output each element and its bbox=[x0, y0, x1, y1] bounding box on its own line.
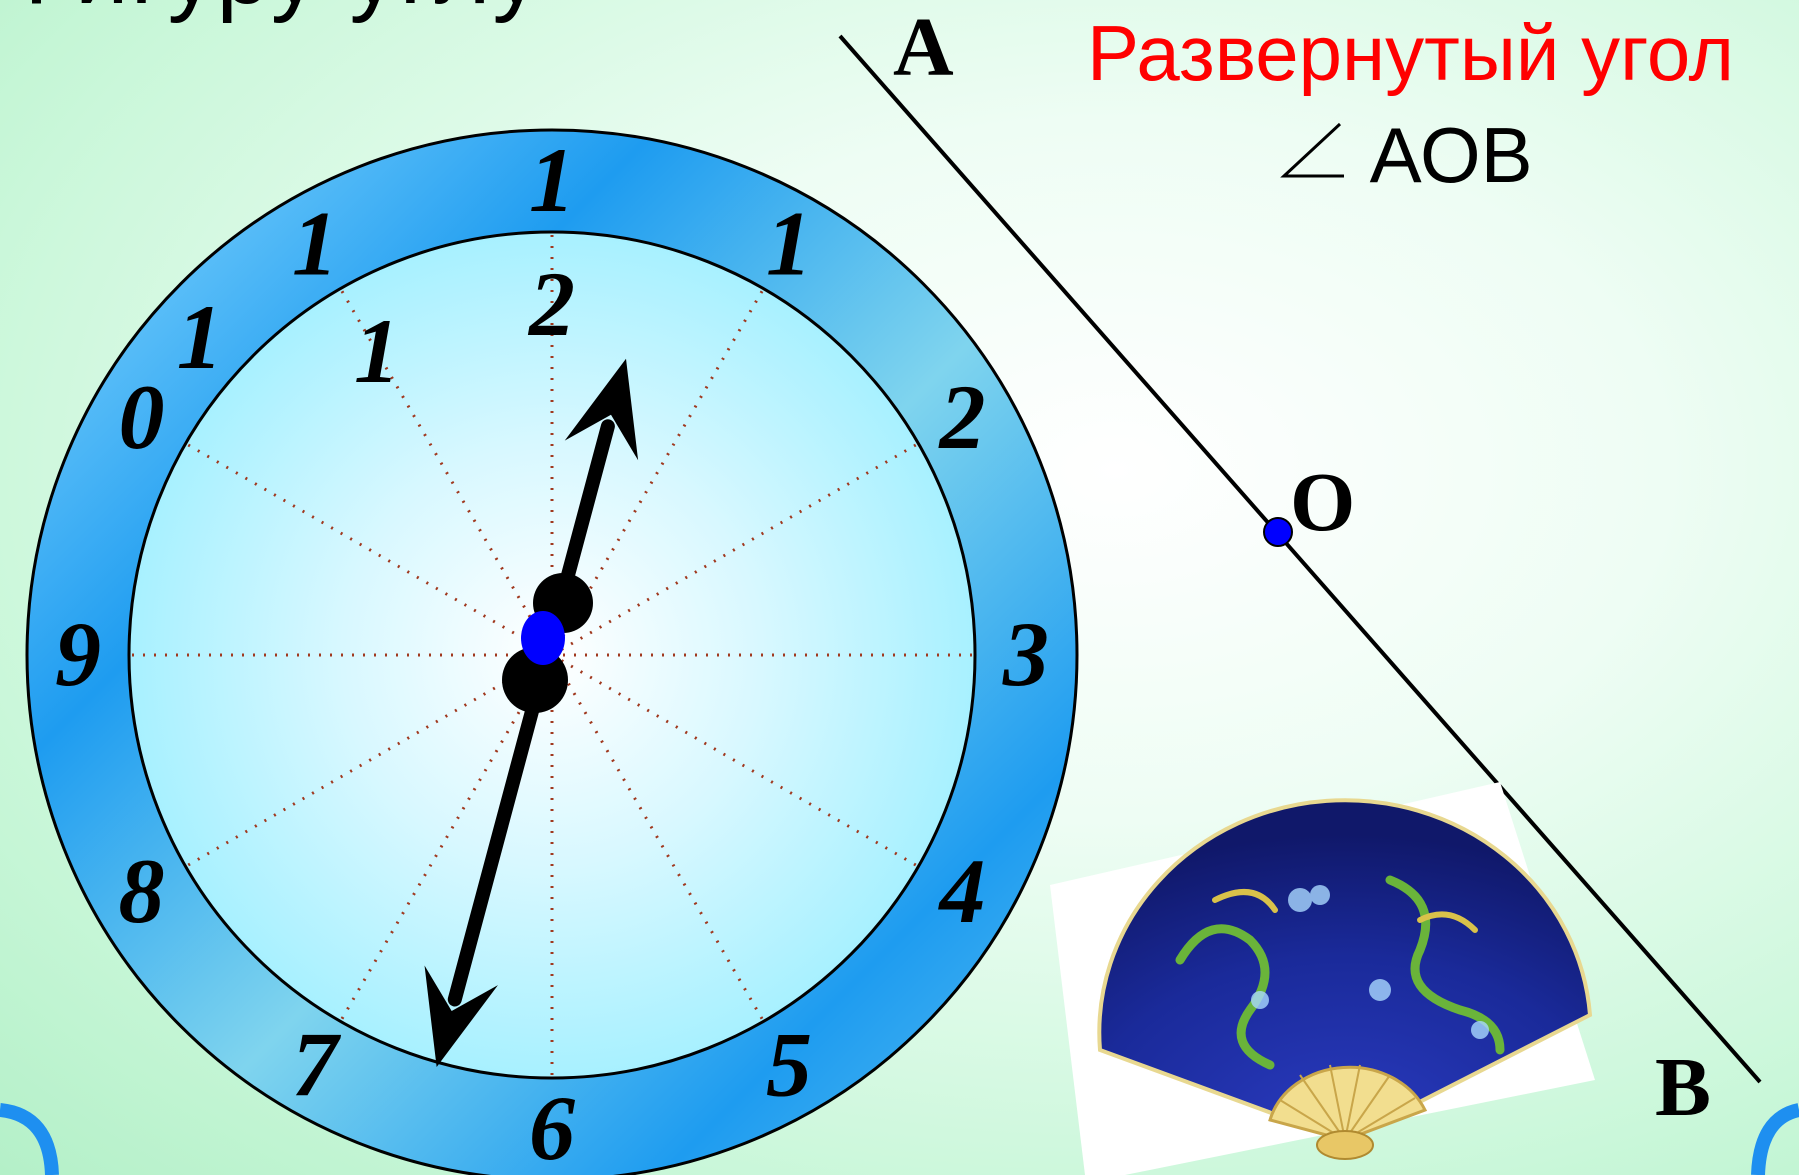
slide-title: Развернутый угол bbox=[1087, 8, 1734, 99]
chinese-fan-icon bbox=[1050, 782, 1595, 1175]
clock-numeral: 3 bbox=[1002, 603, 1049, 705]
clock-numeral: 1 bbox=[177, 286, 223, 388]
clock-numeral: 7 bbox=[292, 1013, 342, 1115]
slide-heading-partial: Фигуру углу bbox=[0, 0, 542, 26]
angle-symbol-icon bbox=[1278, 120, 1348, 182]
clock-numeral: 1 bbox=[766, 193, 812, 295]
fan-handle bbox=[1317, 1131, 1373, 1159]
clock-numeral-inner: 2 bbox=[527, 253, 575, 355]
clock-numeral: 2 bbox=[937, 366, 985, 468]
point-a-label: A bbox=[893, 1, 954, 94]
clock-numeral: 1 bbox=[292, 193, 338, 295]
clock-numeral: 4 bbox=[937, 840, 985, 942]
clock-numeral: 5 bbox=[766, 1013, 812, 1115]
clock-numeral: 6 bbox=[529, 1077, 575, 1175]
angle-name-text: АОВ bbox=[1370, 111, 1533, 199]
clock-center-dot bbox=[521, 611, 565, 665]
clock-numeral: 8 bbox=[119, 840, 165, 942]
point-o-dot bbox=[1264, 518, 1292, 546]
corner-arc-left bbox=[0, 1110, 52, 1175]
point-b-label: B bbox=[1655, 1041, 1711, 1134]
clock-numeral-inner: 1 bbox=[354, 300, 400, 402]
clock-numeral: 0 bbox=[119, 366, 165, 468]
clock-numeral: 9 bbox=[55, 603, 101, 705]
point-o-label: O bbox=[1290, 456, 1355, 549]
clock-numeral: 1 bbox=[529, 129, 575, 231]
angle-name: АОВ bbox=[1278, 110, 1533, 201]
corner-arc-right bbox=[1758, 1110, 1799, 1175]
